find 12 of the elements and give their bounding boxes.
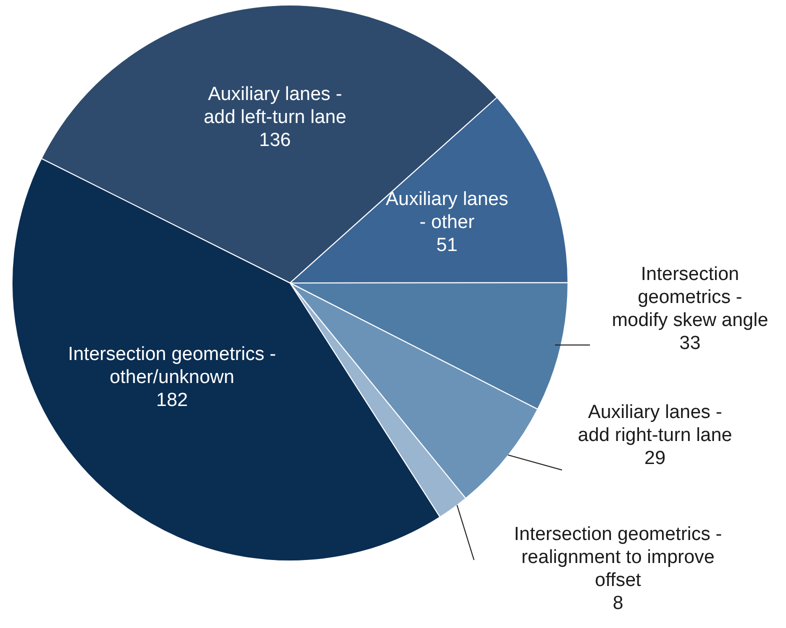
data-label: 182	[156, 390, 188, 411]
data-label: 51	[436, 235, 458, 256]
data-label: 29	[644, 448, 666, 469]
slice-label: Intersection geometrics - modify skew angle	[612, 264, 768, 331]
slice-label: Intersection geometrics - other/unknown	[68, 344, 276, 388]
data-label: 33	[679, 333, 701, 354]
slice-label: Auxiliary lanes - add right-turn lane	[578, 402, 732, 446]
slice-label: Intersection geometrics - realignment to improve offset	[514, 524, 722, 591]
slice-label: Auxiliary lanes - add left-turn lane	[204, 84, 346, 128]
slice-label: Auxiliary lanes - other	[386, 189, 508, 233]
data-label: 136	[259, 130, 291, 151]
data-label: 8	[612, 593, 624, 614]
